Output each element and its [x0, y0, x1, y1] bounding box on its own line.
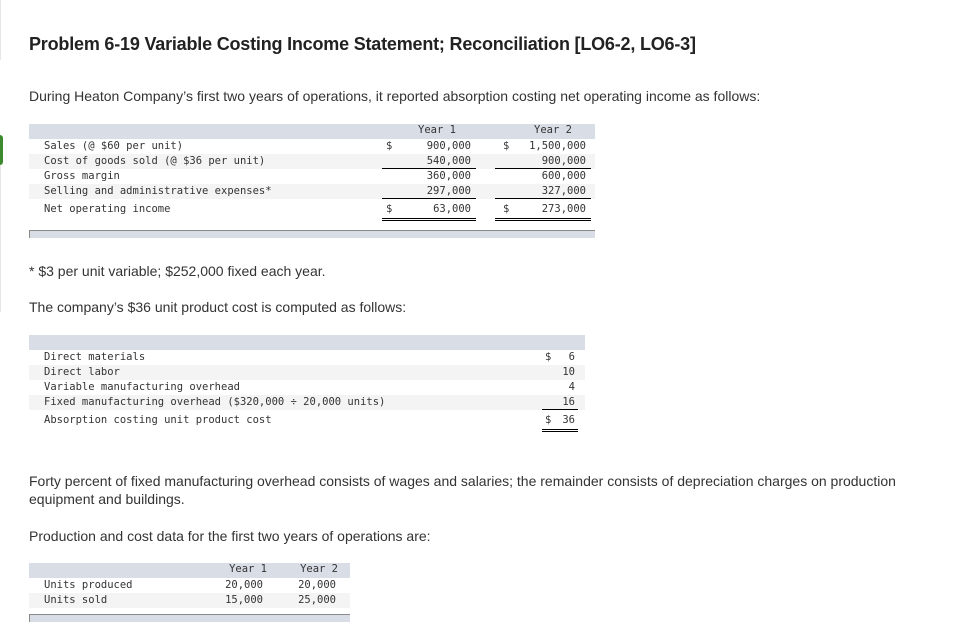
table-header: Year 1 Year 2 — [29, 563, 350, 578]
dollar-sign: $ — [386, 203, 393, 215]
table-row: Sales (@ $60 per unit) $ 900,000 $ 1,500… — [29, 139, 595, 154]
row-label: Gross margin — [44, 170, 120, 182]
table-header — [29, 335, 585, 350]
footnote: * $3 per unit variable; $252,000 fixed e… — [29, 263, 326, 279]
subtotal-rule — [495, 168, 591, 169]
row-label: Variable manufacturing overhead — [44, 381, 240, 393]
total-double-rule — [495, 218, 591, 221]
cost-value: 6 — [568, 351, 575, 363]
table-row: Cost of goods sold (@ $36 per unit) 540,… — [29, 154, 595, 169]
table-row: Units produced 20,000 20,000 — [29, 578, 350, 593]
dollar-sign: $ — [386, 140, 393, 152]
column-header-year1: Year 1 — [418, 124, 456, 136]
year1-value: 15,000 — [225, 594, 263, 606]
year1-value: 900,000 — [426, 140, 471, 152]
row-label: Direct labor — [44, 366, 120, 378]
subtotal-rule — [382, 168, 476, 169]
left-edge-divider — [0, 0, 1, 60]
dollar-sign: $ — [545, 351, 552, 363]
year1-value: 360,000 — [426, 170, 471, 182]
total-double-rule — [542, 429, 578, 432]
dollar-sign: $ — [503, 140, 510, 152]
row-label: Sales (@ $60 per unit) — [44, 140, 184, 152]
cost-value: 16 — [562, 396, 575, 408]
table-row: Fixed manufacturing overhead ($320,000 ÷… — [29, 395, 585, 410]
year2-value: 25,000 — [298, 594, 336, 606]
row-label: Units produced — [44, 579, 133, 591]
table-row: Net operating income $ 63,000 $ 273,000 — [29, 199, 595, 221]
unit-cost-intro: The company’s $36 unit product cost is c… — [29, 299, 407, 315]
table-header: Year 1 Year 2 — [29, 124, 595, 139]
subtotal-rule — [542, 409, 578, 410]
column-header-year1: Year 1 — [229, 563, 267, 575]
problem-title: Problem 6-19 Variable Costing Income Sta… — [29, 34, 696, 54]
production-intro: Production and cost data for the first t… — [29, 528, 431, 544]
income-statement-table: Year 1 Year 2 Sales (@ $60 per unit) $ 9… — [29, 124, 595, 238]
cost-value: 10 — [562, 366, 575, 378]
year2-value: 273,000 — [541, 203, 586, 215]
unit-cost-table: Direct materials $ 6 Direct labor 10 Var… — [29, 335, 585, 432]
column-header-year2: Year 2 — [300, 563, 338, 575]
table-row: Selling and administrative expenses* 297… — [29, 184, 595, 199]
row-label: Net operating income — [44, 203, 171, 215]
year2-value: 20,000 — [298, 579, 336, 591]
table-row: Units sold 15,000 25,000 — [29, 593, 350, 608]
table-row: Direct labor 10 — [29, 365, 585, 380]
production-table: Year 1 Year 2 Units produced 20,000 20,0… — [29, 563, 350, 622]
table-row: Absorption costing unit product cost $ 3… — [29, 410, 585, 432]
year2-value: 900,000 — [541, 155, 586, 167]
row-label: Absorption costing unit product cost — [44, 414, 272, 426]
cost-value: 4 — [568, 381, 575, 393]
intro-text: During Heaton Company’s first two years … — [29, 88, 761, 104]
overhead-note: Forty percent of fixed manufacturing ove… — [29, 473, 896, 507]
year2-value: 327,000 — [541, 185, 586, 197]
row-label: Units sold — [44, 594, 108, 606]
year2-value: 1,500,000 — [529, 140, 586, 152]
dollar-sign: $ — [503, 203, 510, 215]
row-label: Fixed manufacturing overhead ($320,000 ÷… — [44, 396, 386, 408]
column-header-year2: Year 2 — [534, 124, 572, 136]
table-row: Gross margin 360,000 600,000 — [29, 169, 595, 184]
subtotal-rule — [382, 198, 476, 199]
year1-value: 20,000 — [225, 579, 263, 591]
row-label: Selling and administrative expenses* — [44, 185, 272, 197]
dollar-sign: $ — [545, 414, 552, 426]
table-footer-bar — [29, 230, 595, 238]
total-double-rule — [382, 218, 476, 221]
table-footer-bar — [29, 614, 350, 622]
active-indicator — [0, 135, 3, 165]
left-edge-divider-lower — [0, 165, 1, 312]
table-row: Variable manufacturing overhead 4 — [29, 380, 585, 395]
year1-value: 63,000 — [433, 203, 471, 215]
year2-value: 600,000 — [541, 170, 586, 182]
row-label: Direct materials — [44, 351, 146, 363]
subtotal-rule — [495, 198, 591, 199]
table-row: Direct materials $ 6 — [29, 350, 585, 365]
row-label: Cost of goods sold (@ $36 per unit) — [44, 155, 266, 167]
year1-value: 540,000 — [426, 155, 471, 167]
cost-value: 36 — [562, 414, 575, 426]
year1-value: 297,000 — [426, 185, 471, 197]
